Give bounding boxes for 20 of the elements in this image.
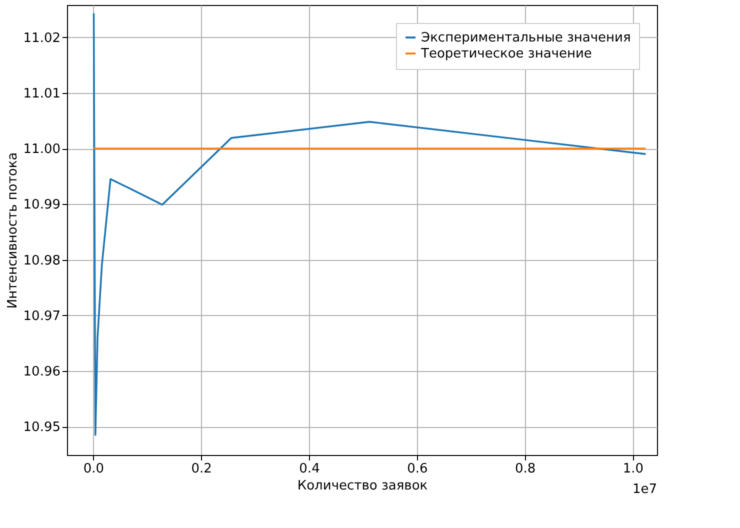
y-axis-title: Интенсивность потока — [5, 152, 20, 309]
y-tick-label: 10.99 — [23, 198, 60, 213]
x-axis-title: Количество заявок — [297, 478, 428, 494]
x-tick-label: 0.0 — [83, 462, 104, 476]
legend-label: Теоретическое значение — [420, 46, 592, 62]
x-tick-label: 1.0 — [622, 462, 644, 476]
y-tick-label: 10.98 — [23, 253, 60, 268]
y-tick-label: 11.00 — [23, 142, 60, 158]
y-tick-label: 10.97 — [23, 308, 60, 324]
x-tick-label: 0.8 — [514, 462, 536, 476]
y-tick-label: 10.96 — [23, 364, 60, 380]
line-series — [92, 12, 647, 436]
y-tick-label: 11.01 — [23, 86, 60, 102]
x-tick-label: 0.2 — [191, 462, 212, 476]
legend-label: Экспериментальные значения — [421, 30, 631, 46]
x-tick-label: 0.4 — [299, 462, 320, 476]
y-tick-label: 11.02 — [23, 30, 60, 46]
x-tick-label: 0.6 — [407, 462, 428, 476]
y-tick-label: 10.95 — [23, 420, 60, 436]
text: 1e7 — [632, 482, 657, 497]
